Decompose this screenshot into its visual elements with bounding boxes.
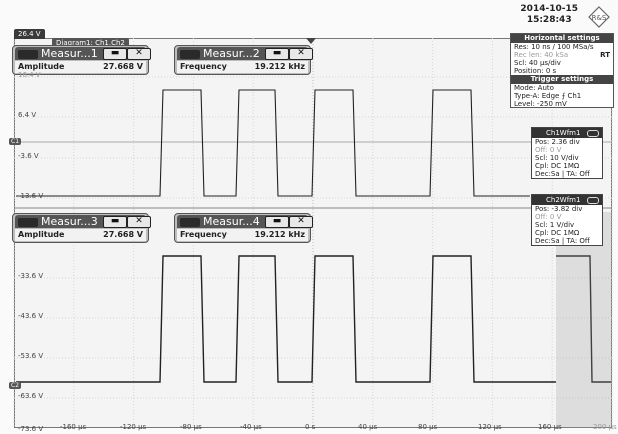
datetime-display: 2014-10-15 15:28:43 (520, 4, 578, 26)
measurement-value: 19.212 kHz (254, 230, 305, 239)
ch2-scale: Scl: 1 V/div (535, 221, 575, 229)
x-tick-label: -160 µs (60, 423, 87, 431)
y-tick-label: -33.6 V (18, 272, 44, 280)
x-tick-label: -80 µs (180, 423, 202, 431)
ch1-info-panel[interactable]: Ch1Wfm1 Pos: 2.36 div Off: 0 V Scl: 10 V… (531, 127, 603, 179)
measurement-value: 27.668 V (103, 230, 143, 239)
x-tick-label: 40 µs (358, 423, 378, 431)
y-tick-label: 6.4 V (18, 111, 37, 119)
ch2-decimation: Dec:Sa | TA: Off (535, 237, 590, 245)
minimize-button[interactable]: ▬ (103, 48, 127, 60)
rising-edge-icon: ⨍ (561, 92, 566, 100)
minimize-button[interactable]: ▬ (265, 216, 289, 228)
measurement-value: 19.212 kHz (254, 62, 305, 71)
x-tick-label: 120 µs (478, 423, 502, 431)
x-tick-label: 160 µs (538, 423, 562, 431)
measurement-label: Frequency (180, 230, 227, 239)
toggle-icon[interactable] (587, 197, 599, 204)
close-button[interactable]: ✕ (127, 48, 151, 60)
x-tick-label: -40 µs (240, 423, 262, 431)
ch2-trace (16, 255, 611, 383)
measurement-icon (180, 50, 200, 59)
measurement-title: Measur...4 (203, 215, 260, 228)
close-button[interactable]: ✕ (289, 216, 313, 228)
minimize-button[interactable]: ▬ (265, 48, 289, 60)
trigger-source-text: Ch1 (567, 92, 582, 100)
ch2-coupling: Cpl: DC 1MΩ (535, 229, 580, 237)
measurement-box-2[interactable]: Measur...2 ▬ ✕ Frequency 19.212 kHz (174, 45, 313, 75)
scale-tab[interactable]: 26.4 V (14, 29, 45, 39)
ch1-coupling: Cpl: DC 1MΩ (535, 162, 580, 170)
x-tick-label: -120 µs (120, 423, 147, 431)
measurement-title: Measur...2 (203, 47, 260, 60)
y-tick-label: -63.6 V (18, 392, 44, 400)
close-button[interactable]: ✕ (289, 48, 313, 60)
measurement-icon (180, 218, 200, 227)
date-text: 2014-10-15 (520, 4, 578, 14)
ch1-title: Ch1Wfm1 (546, 129, 581, 137)
y-tick-label: -3.6 V (18, 152, 39, 160)
ch1-scale: Scl: 10 V/div (535, 154, 579, 162)
x-tick-label: 80 µs (418, 423, 438, 431)
ch1-offset: Off: 0 V (535, 146, 562, 154)
ch1-ground-marker[interactable]: C1 (9, 138, 22, 145)
ch1-position: Pos: 2.36 div (535, 138, 580, 146)
measurement-title: Measur...1 (41, 47, 98, 60)
measurement-label: Amplitude (18, 230, 65, 239)
measurement-label: Frequency (180, 62, 227, 71)
measurement-box-1[interactable]: Measur...1 ▬ ✕ Amplitude 27.668 V (12, 45, 151, 75)
svg-text:R&S: R&S (592, 14, 607, 22)
ch1-decimation: Dec:Sa | TA: Off (535, 170, 590, 178)
position-text: Position: 0 s (514, 67, 557, 75)
y-tick-label: 16.4 V (18, 71, 41, 79)
x-tick-label: 200 µs (593, 423, 617, 431)
measurement-value: 27.668 V (103, 62, 143, 71)
toggle-icon[interactable] (587, 130, 599, 137)
trigger-settings-header: Trigger settings (511, 75, 613, 84)
ch2-offset: Off: 0 V (535, 213, 562, 221)
ch2-ground-marker[interactable]: C2 (9, 382, 22, 389)
ch2-position: Pos: -3.82 div (535, 205, 583, 213)
measurement-box-3[interactable]: Measur...3 ▬ ✕ Amplitude 27.668 V (12, 213, 151, 243)
time-scale-text: Scl: 40 µs/div (514, 59, 561, 67)
ch2-info-panel[interactable]: Ch2Wfm1 Pos: -3.82 div Off: 0 V Scl: 1 V… (531, 194, 603, 246)
highlight-region (556, 212, 612, 428)
y-tick-label: -43.6 V (18, 312, 44, 320)
trigger-type-text: Type-A: Edge (514, 92, 560, 100)
record-length-text: Rec len: 40 kSa (514, 51, 569, 59)
close-button[interactable]: ✕ (127, 216, 151, 228)
diagram-tab[interactable]: Diagram1: Ch1,Ch2 (52, 38, 129, 48)
trigger-position-marker (306, 38, 316, 44)
time-text: 15:28:43 (526, 15, 572, 25)
measurement-icon (18, 50, 38, 59)
measurement-box-4[interactable]: Measur...4 ▬ ✕ Frequency 19.212 kHz (174, 213, 313, 243)
ch1-trace (16, 89, 530, 197)
horizontal-settings-header: Horizontal settings (511, 34, 613, 43)
horizontal-settings-panel[interactable]: Horizontal settings Res: 10 ns / 100 MSa… (510, 33, 614, 108)
trigger-level-text: Level: -250 mV (514, 100, 567, 108)
rt-badge: RT (600, 51, 610, 59)
ch2-title: Ch2Wfm1 (546, 196, 581, 204)
rs-logo-icon: R&S (588, 6, 610, 28)
measurement-icon (18, 218, 38, 227)
x-tick-label: 0 s (305, 423, 316, 431)
resolution-text: Res: 10 ns / 100 MSa/s (514, 43, 594, 51)
trigger-mode-text: Mode: Auto (514, 84, 554, 92)
measurement-title: Measur...3 (41, 215, 98, 228)
measurement-label: Amplitude (18, 62, 65, 71)
y-tick-label: -53.6 V (18, 352, 44, 360)
y-tick-label: -13.6 V (18, 192, 44, 200)
minimize-button[interactable]: ▬ (103, 216, 127, 228)
y-tick-label: -73.6 V (18, 425, 44, 433)
